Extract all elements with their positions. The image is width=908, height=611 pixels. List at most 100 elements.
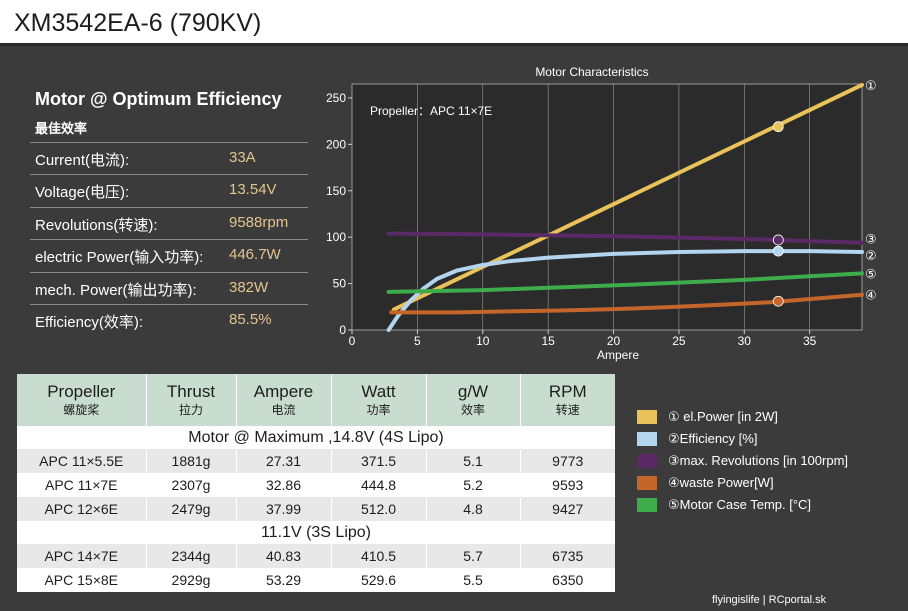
header-ampere: Ampere 电流: [236, 374, 332, 426]
cell-propeller: APC 15×8E: [17, 568, 147, 592]
spec-row-mech-power: mech. Power(输出功率): 382W: [30, 271, 308, 304]
cell-rpm: 9593: [520, 473, 615, 497]
legend-swatch: [637, 432, 657, 446]
y-tick-label: 50: [333, 277, 347, 291]
cell-gw: 5.2: [426, 473, 521, 497]
series-end-label: ①: [865, 78, 877, 93]
legend-label: ① el.Power [in 2W]: [668, 409, 778, 424]
spec-label: Revolutions(转速):: [35, 216, 158, 234]
y-tick-label: 100: [326, 230, 346, 244]
cell-propeller: APC 12×6E: [17, 497, 147, 521]
x-tick-label: 10: [476, 334, 490, 348]
motor-characteristics-chart: 0 5 10 15 20 25 30 35 0 50 100 150 200 250 Motor Chara…: [326, 65, 877, 362]
spec-label: electric Power(输入功率):: [35, 249, 204, 267]
optimum-title: Motor @ Optimum Efficiency: [35, 89, 282, 109]
x-tick-label: 0: [349, 334, 356, 348]
series-line: [389, 292, 864, 315]
series-end-label: ⑤: [865, 266, 877, 281]
cell-watt: 512.0: [331, 497, 427, 521]
chart-title: Motor Characteristics: [535, 65, 648, 79]
legend-label: ③max. Revolutions [in 100rpm]: [668, 453, 849, 468]
section-row-3s: 11.1V (3S Lipo): [17, 521, 615, 544]
cell-gw: 5.1: [426, 449, 521, 473]
cell-watt: 444.8: [331, 473, 427, 497]
spec-value: 33A: [229, 149, 256, 166]
legend-label: ②Efficiency [%]: [668, 431, 758, 446]
data-table: Propeller 螺旋桨 Thrust 拉力 Ampere 电流 Watt 功率 g/…: [17, 374, 615, 592]
y-tick-label: 250: [326, 91, 346, 105]
legend-label: ⑤Motor Case Temp. [°C]: [668, 497, 812, 512]
cell-watt: 371.5: [331, 449, 427, 473]
cell-gw: 5.5: [426, 568, 521, 592]
table-header-row: Propeller 螺旋桨 Thrust 拉力 Ampere 电流 Watt 功率 g/…: [17, 374, 615, 426]
footer-credit: flyingislife | RCportal.sk: [712, 594, 827, 606]
chart-annotation: Propeller：APC 11×7E: [370, 104, 492, 118]
highlight-point: [772, 245, 784, 257]
series-line: [386, 271, 864, 294]
spec-label: mech. Power(输出功率):: [35, 281, 197, 299]
cell-rpm: 6350: [520, 568, 615, 592]
series-line: [391, 82, 864, 312]
cell-ampere: 53.29: [236, 568, 332, 592]
cell-thrust: 2307g: [146, 473, 237, 497]
cell-gw: 5.7: [426, 544, 521, 568]
legend-swatch: [637, 498, 657, 512]
spec-value: 13.54V: [229, 181, 277, 199]
cell-rpm: 9773: [520, 449, 615, 473]
x-axis-label: Ampere: [597, 348, 639, 362]
spec-row-efficiency: Efficiency(效率): 85.5%: [30, 303, 308, 336]
cell-watt: 529.6: [331, 568, 427, 592]
x-tick-label: 30: [738, 334, 752, 348]
cell-rpm: 6735: [520, 544, 615, 568]
cell-rpm: 9427: [520, 497, 615, 521]
header-rpm: RPM 转速: [520, 374, 615, 426]
table-row: APC 15×8E 2929g 53.29 529.6 5.5 6350: [17, 568, 615, 592]
header-propeller: Propeller 螺旋桨: [17, 374, 147, 426]
section-label: 11.1V (3S Lipo): [17, 521, 615, 544]
optimum-spec-list: Current(电流): 33A Voltage(电压): 13.54V Rev…: [30, 142, 308, 336]
y-tick-label: 150: [326, 184, 346, 198]
x-tick-label: 20: [607, 334, 621, 348]
spec-row-revolutions: Revolutions(转速): 9588rpm: [30, 206, 308, 239]
series-end-label: ②: [865, 248, 877, 263]
cell-thrust: 2344g: [146, 544, 237, 568]
cell-thrust: 1881g: [146, 449, 237, 473]
section-row-4s: Motor @ Maximum ,14.8V (4S Lipo): [17, 426, 615, 449]
spec-row-current: Current(电流): 33A: [30, 142, 308, 174]
header-thrust: Thrust 拉力: [146, 374, 237, 426]
cell-watt: 410.5: [331, 544, 427, 568]
legend-swatch: [637, 454, 657, 468]
table-row: APC 12×6E 2479g 37.99 512.0 4.8 9427: [17, 497, 615, 521]
header-rule: [0, 43, 908, 46]
table-row: APC 14×7E 2344g 40.83 410.5 5.7 6735: [17, 544, 615, 568]
propeller-data-table: Propeller 螺旋桨 Thrust 拉力 Ampere 电流 Watt 功率 g/…: [17, 374, 615, 598]
cell-gw: 4.8: [426, 497, 521, 521]
cell-propeller: APC 11×5.5E: [17, 449, 147, 473]
x-tick-label: 5: [414, 334, 421, 348]
cell-thrust: 2479g: [146, 497, 237, 521]
table-row: APC 11×5.5E 1881g 27.31 371.5 5.1 9773: [17, 449, 615, 473]
highlight-point: [772, 121, 784, 133]
cell-ampere: 27.31: [236, 449, 332, 473]
spec-label: Efficiency(效率):: [35, 313, 144, 331]
spec-label: Voltage(电压):: [35, 184, 130, 202]
table-row: APC 11×7E 2307g 32.86 444.8 5.2 9593: [17, 473, 615, 497]
spec-value: 446.7W: [229, 246, 281, 264]
page-title: XM3542EA-6 (790KV): [14, 9, 262, 37]
cell-propeller: APC 11×7E: [17, 473, 147, 497]
header-gw: g/W 效率: [426, 374, 521, 426]
cell-ampere: 37.99: [236, 497, 332, 521]
spec-value: 382W: [229, 278, 269, 296]
legend-swatch: [637, 410, 657, 424]
cell-ampere: 32.86: [236, 473, 332, 497]
y-tick-label: 0: [339, 323, 346, 337]
spec-label: Current(电流):: [35, 152, 130, 169]
cell-ampere: 40.83: [236, 544, 332, 568]
header-watt: Watt 功率: [331, 374, 427, 426]
spec-row-electric-power: electric Power(输入功率): 446.7W: [30, 239, 308, 271]
spec-value: 9588rpm: [229, 213, 289, 231]
x-tick-label: 35: [803, 334, 817, 348]
header-bar: XM3542EA-6 (790KV): [0, 0, 908, 46]
series-line: [386, 249, 864, 332]
spec-row-voltage: Voltage(电压): 13.54V: [30, 174, 308, 206]
